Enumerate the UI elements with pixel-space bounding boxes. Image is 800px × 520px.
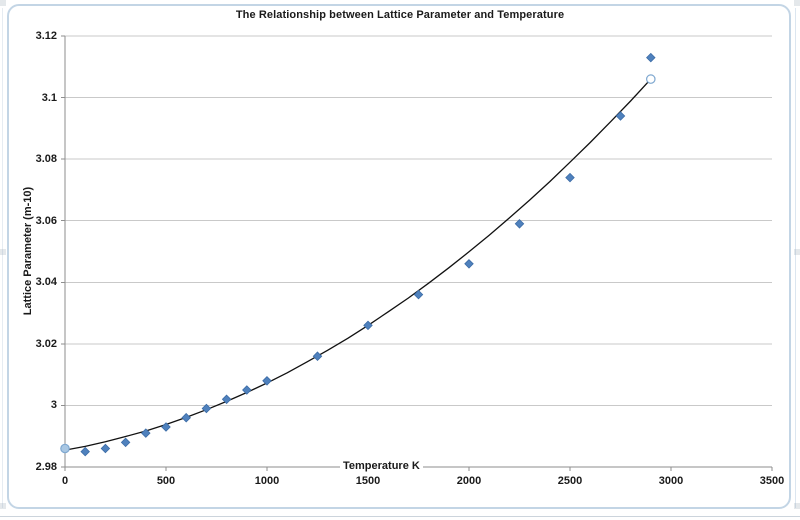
data-point-diamond[interactable] [80,446,90,457]
axis-lines [64,36,772,468]
data-point-diamond[interactable] [181,412,191,423]
data-point-diamond[interactable] [514,219,525,229]
window-edge-right [795,8,796,508]
window-edge-left [2,8,3,508]
data-point-diamond[interactable] [363,320,373,331]
x-tick-label: 2000 [456,475,482,487]
x-tick-label: 2500 [557,475,583,487]
y-tick-label: 2.98 [35,461,57,473]
data-point-diamond[interactable] [413,289,424,300]
y-tick-label: 3.12 [35,30,57,42]
selection-handle-middle-left[interactable] [0,249,6,255]
y-tick-label: 3.06 [35,214,57,227]
x-tick-label: 1500 [355,475,381,487]
data-point-diamond[interactable] [221,394,232,405]
y-tick-label: 3.1 [41,91,57,104]
x-tick-label: 500 [156,475,176,487]
x-tick-label: 3000 [658,475,684,487]
x-tick-label: 0 [61,475,69,487]
data-point-diamond[interactable] [141,428,151,438]
data-point-diamond[interactable] [201,403,212,414]
data-point-diamond[interactable] [565,172,575,183]
data-point-diamond[interactable] [100,443,111,454]
data-point-diamond[interactable] [646,52,656,63]
y-tick-label: 3.08 [35,153,57,166]
data-point-diamond[interactable] [242,385,252,395]
curve-endpoint-series [60,74,656,454]
chart-title: The Relationship between Lattice Paramet… [235,9,565,21]
x-tick-label: 1000 [254,475,280,487]
x-axis-title: Temperature K [340,460,423,473]
x-tick-label: 3500 [759,475,785,487]
curve-endpoint-circle[interactable] [60,443,70,454]
window-edge-bottom [0,516,800,517]
data-point-series [80,52,656,457]
selection-handle-middle-right[interactable] [794,249,800,255]
y-tick-label: 3.02 [35,337,57,350]
data-point-diamond[interactable] [262,376,272,386]
chart-frame[interactable] [7,4,791,509]
tick-marks [61,35,773,471]
y-tick-label: 3 [50,399,57,412]
data-point-diamond[interactable] [615,111,626,121]
trend-curve[interactable] [64,78,652,451]
selection-handle-bottom-right[interactable] [794,503,800,509]
y-tick-label: 3.04 [35,276,57,289]
gridlines [65,35,772,406]
data-point-diamond[interactable] [464,259,474,269]
curve-endpoint-circle[interactable] [645,74,656,84]
data-point-diamond[interactable] [312,351,323,361]
data-point-diamond[interactable] [120,437,131,448]
y-axis-title: Lattice Parameter (m-10) [22,186,34,316]
data-point-diamond[interactable] [161,422,171,432]
selection-handle-bottom-left[interactable] [0,503,6,509]
selection-handle-top-left[interactable] [0,0,6,6]
selection-handle-top-right[interactable] [794,0,800,6]
